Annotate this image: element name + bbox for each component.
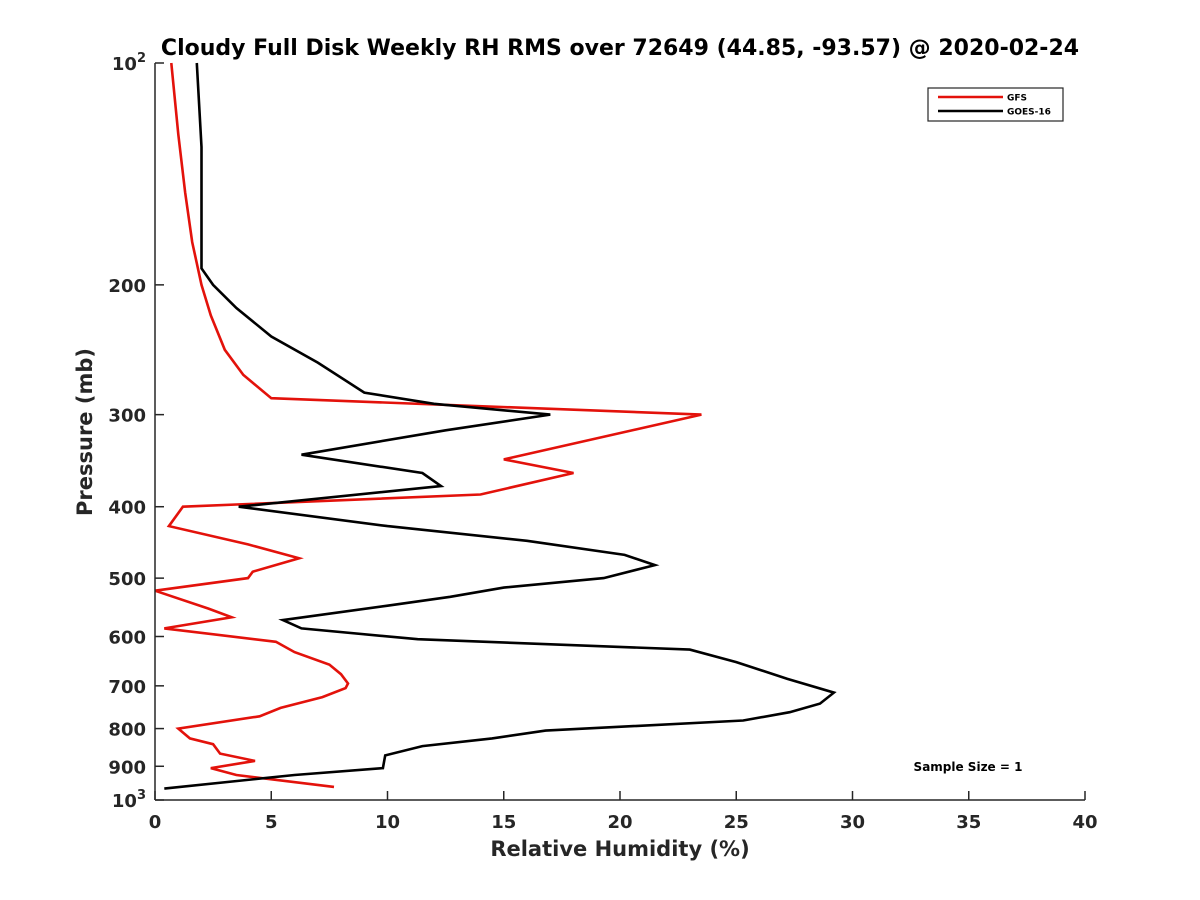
y-tick-label: 400 [108, 498, 146, 519]
chart-title: Cloudy Full Disk Weekly RH RMS over 7264… [161, 36, 1079, 61]
legend: GFS GOES-16 [927, 87, 1064, 122]
x-ticks: 0 5 10 15 20 25 30 35 40 [149, 791, 1098, 833]
series-layer [154, 62, 837, 790]
legend-label-goes16: GOES-16 [1007, 108, 1051, 118]
series-line-gfs [154, 62, 702, 789]
y-tick-label: 600 [108, 627, 146, 648]
y-tick-label: 200 [108, 276, 146, 297]
x-tick-label: 0 [149, 812, 162, 833]
y-tick-label: 300 [108, 406, 146, 427]
x-tick-label: 35 [956, 812, 981, 833]
x-tick-label: 40 [1072, 812, 1097, 833]
x-tick-label: 15 [491, 812, 516, 833]
legend-box [927, 87, 1064, 122]
sample-size-annotation: Sample Size = 1 [914, 760, 1023, 774]
series-line-goes16 [164, 62, 837, 790]
y-tick-label: 500 [108, 569, 146, 590]
legend-label-gfs: GFS [1007, 94, 1027, 104]
x-tick-label: 10 [375, 812, 400, 833]
y-ticks: 102 200 300 400 500 600 700 800 900 103 [108, 51, 164, 812]
y-tick-label: 102 [112, 51, 146, 75]
y-tick-label: 700 [108, 677, 146, 698]
plot-frame [155, 63, 1085, 800]
x-tick-label: 25 [724, 812, 749, 833]
y-axis-label: Pressure (mb) [73, 348, 97, 516]
x-tick-label: 30 [840, 812, 865, 833]
x-tick-label: 20 [607, 812, 632, 833]
y-tick-label: 103 [112, 788, 146, 812]
x-axis-label: Relative Humidity (%) [490, 837, 749, 861]
x-tick-label: 5 [265, 812, 278, 833]
y-tick-label: 800 [108, 720, 146, 741]
y-tick-label: 900 [108, 757, 146, 778]
